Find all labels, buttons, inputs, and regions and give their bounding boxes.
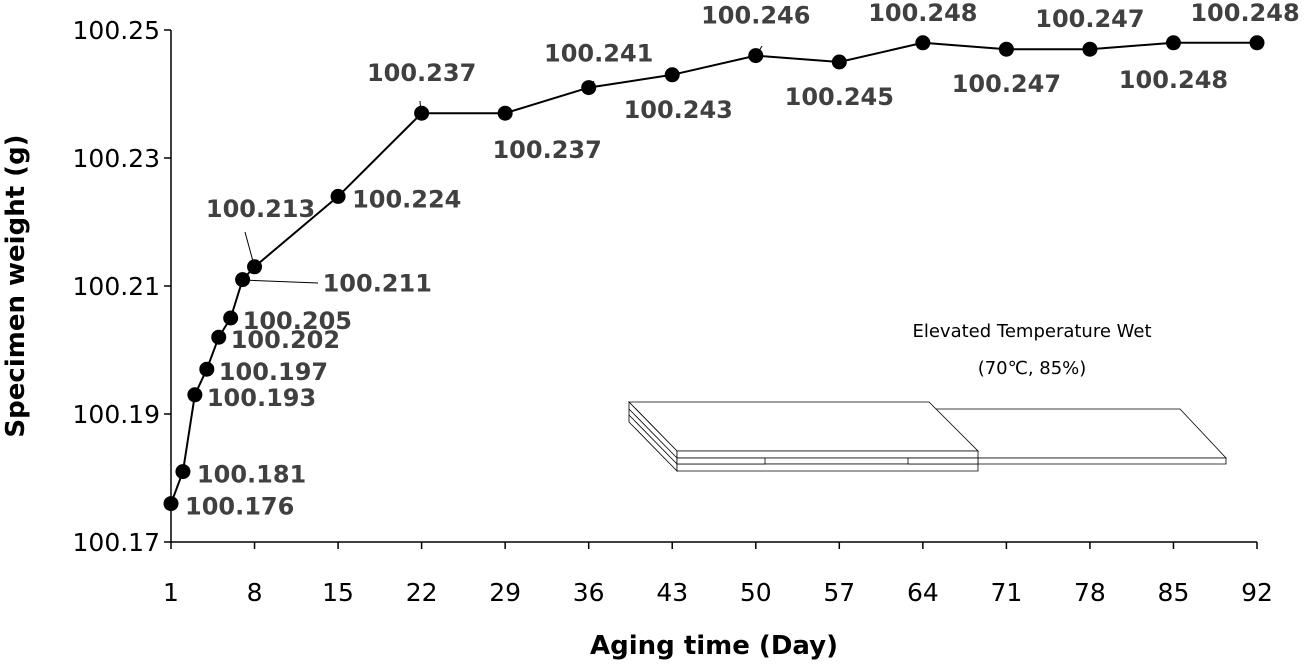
condition-detail: (70℃, 85%): [978, 358, 1087, 379]
data-point: [199, 361, 215, 377]
x-tick-label: 8: [247, 578, 263, 607]
data-label: 100.237: [367, 59, 476, 87]
data-label: 100.247: [1035, 5, 1144, 33]
data-label: 100.197: [219, 358, 328, 386]
data-point: [581, 80, 597, 96]
x-tick-label: 22: [406, 578, 438, 607]
leader-line: [241, 279, 319, 284]
leader-line: [244, 231, 255, 266]
data-point: [175, 464, 191, 480]
data-point: [497, 105, 513, 121]
data-point: [414, 105, 430, 121]
x-tick-label: 43: [656, 578, 688, 607]
data-labels: 100.176100.181100.193100.197100.202100.2…: [185, 0, 1300, 521]
data-label: 100.243: [624, 96, 733, 124]
data-label: 100.247: [952, 70, 1061, 98]
data-label: 100.248: [1190, 0, 1299, 27]
x-tick-label: 71: [990, 578, 1022, 607]
data-point: [1165, 35, 1181, 51]
data-label: 100.213: [206, 195, 315, 223]
data-label: 100.224: [352, 185, 461, 213]
tab-right: [907, 457, 979, 465]
data-label: 100.245: [785, 83, 894, 111]
data-point: [664, 67, 680, 83]
data-label: 100.193: [207, 384, 316, 412]
adherend-left-top: [628, 401, 979, 452]
x-tick-label: 57: [823, 578, 855, 607]
data-label: 100.241: [544, 40, 653, 68]
adherend-bottom-front: [676, 463, 979, 472]
y-tick-label: 100.25: [73, 16, 160, 45]
y-tick-label: 100.17: [73, 528, 160, 557]
x-tick-label: 50: [740, 578, 772, 607]
series: [163, 35, 1265, 512]
data-point: [1082, 41, 1098, 57]
x-tick-label: 78: [1074, 578, 1106, 607]
tab-left: [676, 457, 766, 465]
data-label: 100.237: [492, 136, 601, 164]
data-point: [223, 310, 239, 326]
data-point: [330, 188, 346, 204]
data-label: 100.248: [868, 0, 977, 27]
specimen-inset: Elevated Temperature Wet (70℃, 85%): [628, 321, 1227, 472]
data-point: [235, 272, 251, 288]
data-point: [915, 35, 931, 51]
data-label: 100.248: [1119, 66, 1228, 94]
condition-title: Elevated Temperature Wet: [912, 321, 1151, 342]
ticks: 1 8 15 22 29 36 43 50 57 64 71 78 85 92 100.17 100.19 10…: [73, 16, 1273, 607]
data-label: 100.181: [197, 461, 306, 489]
y-tick-label: 100.23: [73, 144, 160, 173]
x-tick-label: 85: [1158, 578, 1190, 607]
data-label: 100.246: [701, 2, 810, 30]
leader-lines: [241, 45, 763, 284]
x-tick-label: 92: [1241, 578, 1273, 607]
x-tick-label: 36: [573, 578, 605, 607]
data-point: [748, 48, 764, 64]
x-axis-title: Aging time (Day): [590, 631, 838, 661]
data-point: [247, 259, 263, 275]
adherend-left-front: [676, 450, 979, 459]
y-tick-label: 100.19: [73, 400, 160, 429]
data-point: [211, 329, 227, 345]
x-tick-label: 29: [489, 578, 521, 607]
data-point: [998, 41, 1014, 57]
data-point: [831, 54, 847, 70]
data-label: 100.205: [243, 307, 352, 335]
data-point: [163, 496, 179, 512]
data-point: [187, 387, 203, 403]
side-line-2: [628, 414, 678, 465]
x-tick-label: 1: [163, 578, 179, 607]
specimen-diagram: [628, 401, 1227, 472]
data-label: 100.202: [231, 326, 340, 354]
data-point: [1249, 35, 1265, 51]
data-label: 100.211: [323, 270, 432, 298]
y-tick-label: 100.21: [73, 272, 160, 301]
data-label: 100.176: [185, 493, 294, 521]
y-axis-title: Specimen weight (g): [1, 134, 31, 437]
x-tick-label: 15: [322, 578, 354, 607]
side-line-1: [628, 408, 678, 459]
x-tick-label: 64: [907, 578, 939, 607]
